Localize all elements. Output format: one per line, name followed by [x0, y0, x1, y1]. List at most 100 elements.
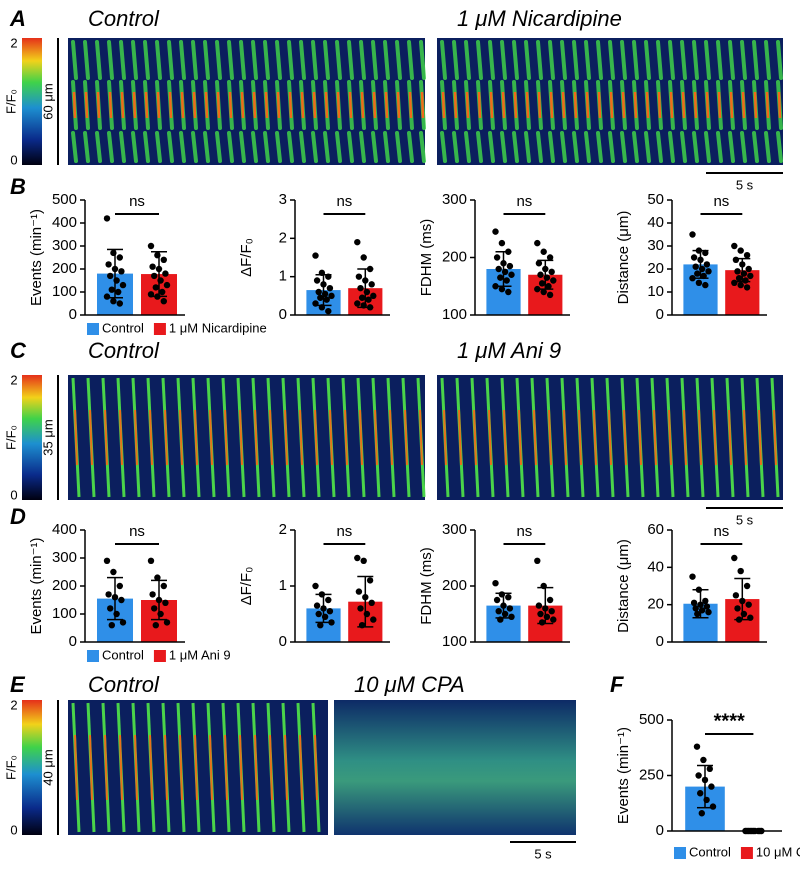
data-point: [542, 605, 549, 612]
y-tick-label: 400: [52, 521, 77, 538]
data-point: [160, 582, 167, 590]
wave: [716, 40, 723, 80]
data-point: [154, 252, 161, 259]
data-point: [737, 567, 744, 575]
wave-core: [228, 91, 233, 119]
data-point: [534, 285, 541, 293]
data-point: [318, 269, 326, 277]
wave-core: [344, 409, 348, 466]
y-tick-label: 0: [279, 306, 287, 323]
data-point: [110, 568, 117, 576]
significance-label: ns: [713, 193, 729, 210]
wave-core: [561, 91, 566, 119]
kymograph-image: [68, 375, 426, 500]
wave-core: [668, 409, 672, 466]
wave: [500, 131, 507, 163]
wave-core: [548, 409, 552, 466]
significance-label: ns: [336, 193, 352, 210]
colorbar-min: 0: [10, 822, 17, 837]
wave-core: [239, 734, 243, 801]
wave-core: [578, 409, 582, 466]
wave: [251, 40, 258, 80]
wave-core: [765, 91, 770, 119]
y-tick-label: 1: [279, 577, 287, 594]
wave: [191, 40, 198, 80]
data-point: [368, 281, 375, 288]
wave-core: [549, 91, 554, 119]
data-point: [115, 288, 122, 296]
data-point: [318, 304, 326, 311]
wave: [323, 40, 330, 80]
data-point: [540, 582, 547, 590]
wave-core: [204, 91, 209, 119]
data-point: [497, 616, 504, 623]
wave-core: [209, 734, 213, 801]
y-tick-label: 200: [442, 248, 467, 265]
wave-core: [443, 409, 447, 466]
wave-core: [119, 734, 123, 801]
wave: [71, 131, 78, 163]
time-scale-label: 5 s: [534, 846, 552, 861]
data-point: [543, 613, 551, 620]
wave-core: [420, 91, 425, 119]
y-tick-label: 2: [279, 521, 287, 538]
wave: [452, 131, 459, 163]
wave-core: [239, 409, 243, 466]
y-tick-label: 3: [279, 191, 287, 208]
data-point: [325, 273, 332, 280]
data-point: [550, 277, 557, 284]
data-point: [151, 605, 158, 612]
wave-core: [269, 734, 273, 801]
data-point: [315, 288, 322, 296]
data-point: [363, 610, 371, 618]
data-point: [326, 608, 334, 615]
kymograph-image: [334, 700, 576, 835]
panel-letter: C: [10, 338, 27, 363]
data-point: [542, 265, 549, 273]
data-point: [739, 261, 746, 268]
data-point: [546, 596, 554, 604]
data-point: [159, 288, 166, 296]
y-tick-label: 200: [52, 260, 77, 277]
data-point: [116, 254, 124, 261]
colorbar-max: 2: [10, 697, 17, 712]
data-point: [546, 254, 554, 261]
data-point: [698, 607, 706, 614]
wave: [620, 131, 627, 163]
data-point: [505, 288, 512, 296]
data-point: [118, 596, 125, 604]
colorbar-min: 0: [10, 487, 17, 502]
legend-label: Control: [689, 844, 731, 859]
wave-core: [404, 409, 408, 466]
wave-core: [638, 409, 642, 466]
wave: [512, 131, 519, 163]
data-point: [698, 810, 705, 817]
data-point: [705, 608, 712, 616]
wave-core: [621, 91, 626, 119]
data-point: [357, 284, 364, 292]
data-point: [320, 281, 327, 288]
y-tick-label: 20: [647, 260, 664, 277]
wave-core: [288, 91, 293, 119]
wave-core: [645, 91, 650, 119]
wave: [311, 131, 318, 163]
wave-core: [312, 91, 317, 119]
wave-core: [314, 409, 318, 466]
y-axis-label: Events (min⁻¹): [615, 727, 632, 824]
wave-core: [224, 734, 228, 801]
data-point: [508, 613, 515, 620]
y-axis-label: FDHM (ms): [418, 219, 435, 296]
wave: [644, 131, 651, 163]
y-axis-label: ΔF/F₀: [238, 567, 255, 606]
data-point: [702, 249, 709, 257]
data-point: [315, 610, 322, 618]
wave-core: [513, 91, 518, 119]
wave: [179, 131, 186, 163]
wave-core: [693, 91, 698, 119]
data-point: [354, 300, 361, 307]
time-scale-label: 5 s: [736, 512, 754, 527]
data-point: [108, 622, 116, 629]
wave-core: [777, 91, 782, 119]
wave-core: [314, 734, 318, 801]
data-point: [157, 610, 164, 618]
